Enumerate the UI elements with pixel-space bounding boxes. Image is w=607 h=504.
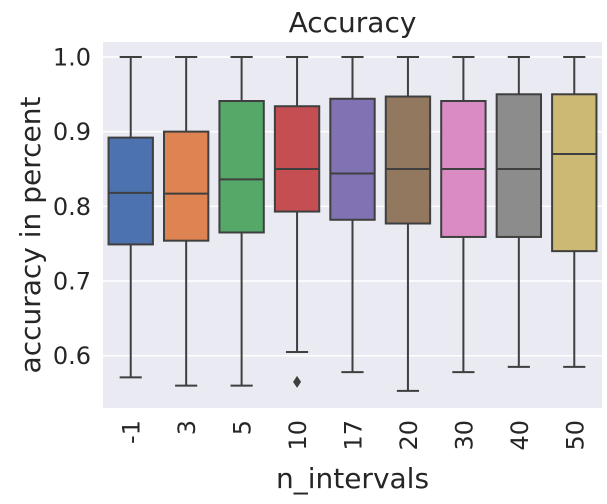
iqr-box — [329, 97, 376, 221]
x-tick-label: 50 — [561, 420, 589, 451]
x-tick-label: 20 — [395, 420, 423, 451]
chart-title: Accuracy — [289, 6, 417, 39]
box-20 — [384, 55, 432, 392]
box-3 — [162, 55, 210, 387]
x-tick-label: 5 — [229, 420, 257, 435]
y-tick-label: 0.6 — [53, 342, 91, 370]
iqr-box — [162, 130, 210, 242]
x-tick-label: 30 — [450, 420, 478, 451]
y-axis-label: accuracy in percent — [14, 97, 47, 374]
iqr-box — [273, 105, 321, 213]
iqr-box — [107, 136, 154, 246]
outlier-point — [293, 375, 302, 388]
box-40 — [495, 55, 543, 368]
box-5 — [218, 55, 265, 387]
iqr-box — [495, 93, 543, 238]
x-axis-label: n_intervals — [276, 462, 429, 495]
x-tick-labels: -1 3 5 10 17 20 30 40 50 — [118, 420, 590, 451]
box-50 — [551, 55, 598, 368]
box-10 — [273, 55, 321, 388]
y-tick-label: 1.0 — [53, 43, 91, 71]
iqr-box — [218, 100, 265, 234]
y-tick-label: 0.8 — [53, 193, 91, 221]
box--1 — [107, 55, 154, 379]
y-tick-label: 0.7 — [53, 268, 91, 296]
x-tick-label: 17 — [340, 420, 368, 451]
x-tick-label: 10 — [284, 420, 312, 451]
x-tick-label: 40 — [506, 420, 534, 451]
x-tick-label: 3 — [173, 420, 201, 435]
x-tick-label: -1 — [118, 420, 146, 444]
iqr-box — [551, 93, 598, 253]
box-30 — [440, 55, 487, 374]
y-tick-label: 0.9 — [53, 118, 91, 146]
box-17 — [329, 55, 376, 374]
iqr-box — [384, 95, 432, 225]
boxes — [107, 55, 598, 392]
y-tick-labels: 0.6 0.7 0.8 0.9 1.0 — [53, 43, 91, 370]
